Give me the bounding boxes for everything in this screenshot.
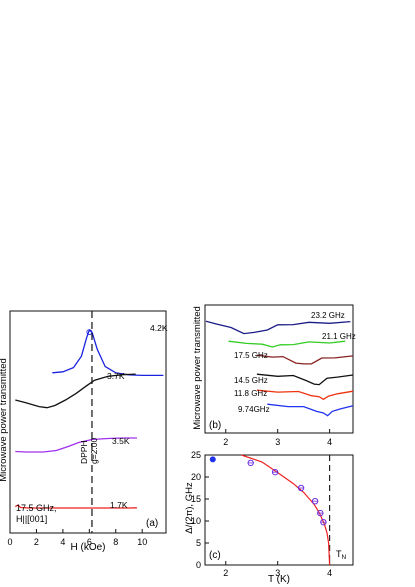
panel-a-label-3-7k: 3.7K — [107, 371, 125, 381]
panel-a-label-1-7k: 1.7K — [110, 500, 128, 510]
panel-b-label-23-2-ghz: 23.2 GHz — [311, 311, 345, 320]
panel-b-frame — [204, 304, 354, 434]
panel-a-series-labels: 4.2K 3.7K 3.5K 1.7K — [107, 323, 168, 510]
panel-b-x-ticks: 2 3 4 — [223, 429, 332, 447]
panel-b-curve-9-74ghz — [267, 403, 354, 417]
panel-b-series-labels: 23.2 GHz 21.1 GHz 17.5 GHz 14.5 GHz 11.8 GHz… — [234, 311, 356, 414]
panel-b-curve-14-5-ghz — [256, 373, 354, 386]
panel-b-curve-23-2-ghz — [205, 320, 351, 335]
panel-c-xlabel: T (K) — [268, 574, 290, 585]
panel-a-curves — [14, 329, 164, 509]
panel-a-dpph-label: DPPH — [79, 440, 89, 464]
panel-b-xtick-label: 4 — [327, 437, 332, 447]
panel-c-points — [209, 456, 327, 526]
panel-a-label-3-5k: 3.5K — [112, 436, 130, 446]
panel-a-label-4-2k: 4.2K — [150, 323, 168, 333]
panel-a-ylabel: Microwave power transmitted — [0, 358, 9, 482]
panel-a-xlabel: H (kOe) — [71, 542, 106, 553]
panel-a-x-ticks: 0 2 4 6 8 10 — [7, 529, 147, 547]
panel-b-curve-17-5-ghz — [256, 354, 354, 365]
panel-a-curve-1-7k — [14, 504, 137, 509]
panel-c-ytick-label: 20 — [191, 472, 201, 482]
panel-a-gfactor-label: g=2.00 — [89, 437, 99, 464]
panel-a-curve-4-2k — [52, 329, 164, 377]
panel-a-xtick-label: 6 — [87, 537, 92, 547]
panel-a-xtick-label: 2 — [34, 537, 39, 547]
panel-a-xtick-label: 10 — [137, 537, 147, 547]
panel-c-tn-label: TN — [336, 549, 347, 561]
panel-a-label: (a) — [146, 518, 158, 529]
panel-c-tn-sub: N — [342, 554, 347, 561]
panel-c-point-filled — [209, 456, 216, 463]
panel-b-label-14-5-ghz: 14.5 GHz — [234, 376, 268, 385]
panel-b-xtick-label: 3 — [275, 437, 280, 447]
panel-c-xtick-label: 3 — [275, 568, 280, 578]
panel-a-dip-marker — [86, 329, 93, 336]
panel-c-fit-curve — [241, 454, 331, 566]
panel-c-ytick-label: 0 — [196, 560, 201, 570]
panel-a-orientation: H||[001] — [16, 514, 47, 524]
panel-c-tn-main: T — [336, 549, 342, 559]
panel-a-xtick-label: 4 — [60, 537, 65, 547]
panel-a-xtick-label: 8 — [113, 537, 118, 547]
panel-c-ylabel: Δ/(2π), GHz — [184, 482, 195, 534]
panel-c-label: (c) — [209, 550, 221, 561]
panel-c-xtick-label: 4 — [327, 568, 332, 578]
panel-b-xtick-label: 2 — [223, 437, 228, 447]
panel-a-curve-3-7k — [15, 373, 136, 409]
panel-b-curve-21-1-ghz — [228, 340, 346, 348]
panel-c-ytick-label: 5 — [196, 538, 201, 548]
panel-a-frame — [9, 310, 167, 534]
panel-b-label-17-5-ghz: 17.5 GHz — [234, 351, 268, 360]
panel-c-frame — [204, 454, 354, 566]
panel-c-ytick-label: 10 — [191, 516, 201, 526]
panel-b-label: (b) — [209, 420, 221, 431]
panel-b-ylabel: Microwave power transmitted — [192, 306, 203, 430]
panel-c-ytick-label: 25 — [191, 450, 201, 460]
panel-b-curve-11-8-ghz — [256, 389, 354, 401]
panel-a-frequency: 17.5 GHz, — [16, 503, 57, 513]
panel-a-curve-3-5k — [15, 437, 137, 453]
panel-b-label-21-1-ghz: 21.1 GHz — [322, 332, 356, 341]
panel-b-label-9-74ghz: 9.74GHz — [238, 405, 270, 414]
panel-b-label-11-8-ghz: 11.8 GHz — [234, 389, 267, 398]
panel-b-curves — [205, 320, 354, 417]
panel-a-xtick-label: 0 — [7, 537, 12, 547]
panel-c-xtick-label: 2 — [223, 568, 228, 578]
panel-c-ytick-label: 15 — [191, 494, 201, 504]
